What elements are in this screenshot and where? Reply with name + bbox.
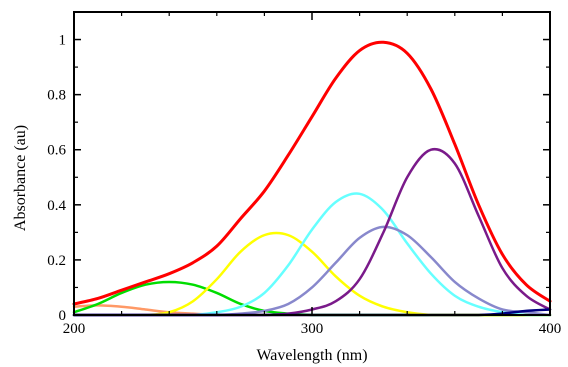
series-line-5 [72, 192, 552, 317]
y-tick-label: 0.4 [47, 198, 66, 214]
series-line-7 [72, 147, 552, 317]
x-tick-label: 300 [301, 321, 324, 337]
x-axis-title: Wavelength (nm) [256, 347, 367, 364]
x-tick-label: 400 [539, 321, 562, 337]
y-tick-label: 0 [59, 308, 67, 324]
series-line-1 [72, 40, 552, 306]
ticks-layer: 0 0.2 0.4 0.6 0.8 1 200 300 400 [47, 11, 562, 337]
y-axis-title: Absorbance (au) [12, 125, 29, 231]
y-tick-label: 0.6 [47, 143, 66, 159]
series-layer [72, 40, 552, 317]
series-line-4 [72, 231, 552, 317]
y-tick-label: 1 [59, 33, 67, 49]
y-tick-label: 0.8 [47, 88, 66, 104]
y-tick-label: 0.2 [47, 253, 66, 269]
x-tick-label: 200 [63, 321, 86, 337]
plot-frame [73, 11, 551, 316]
series-line-6 [72, 225, 552, 317]
